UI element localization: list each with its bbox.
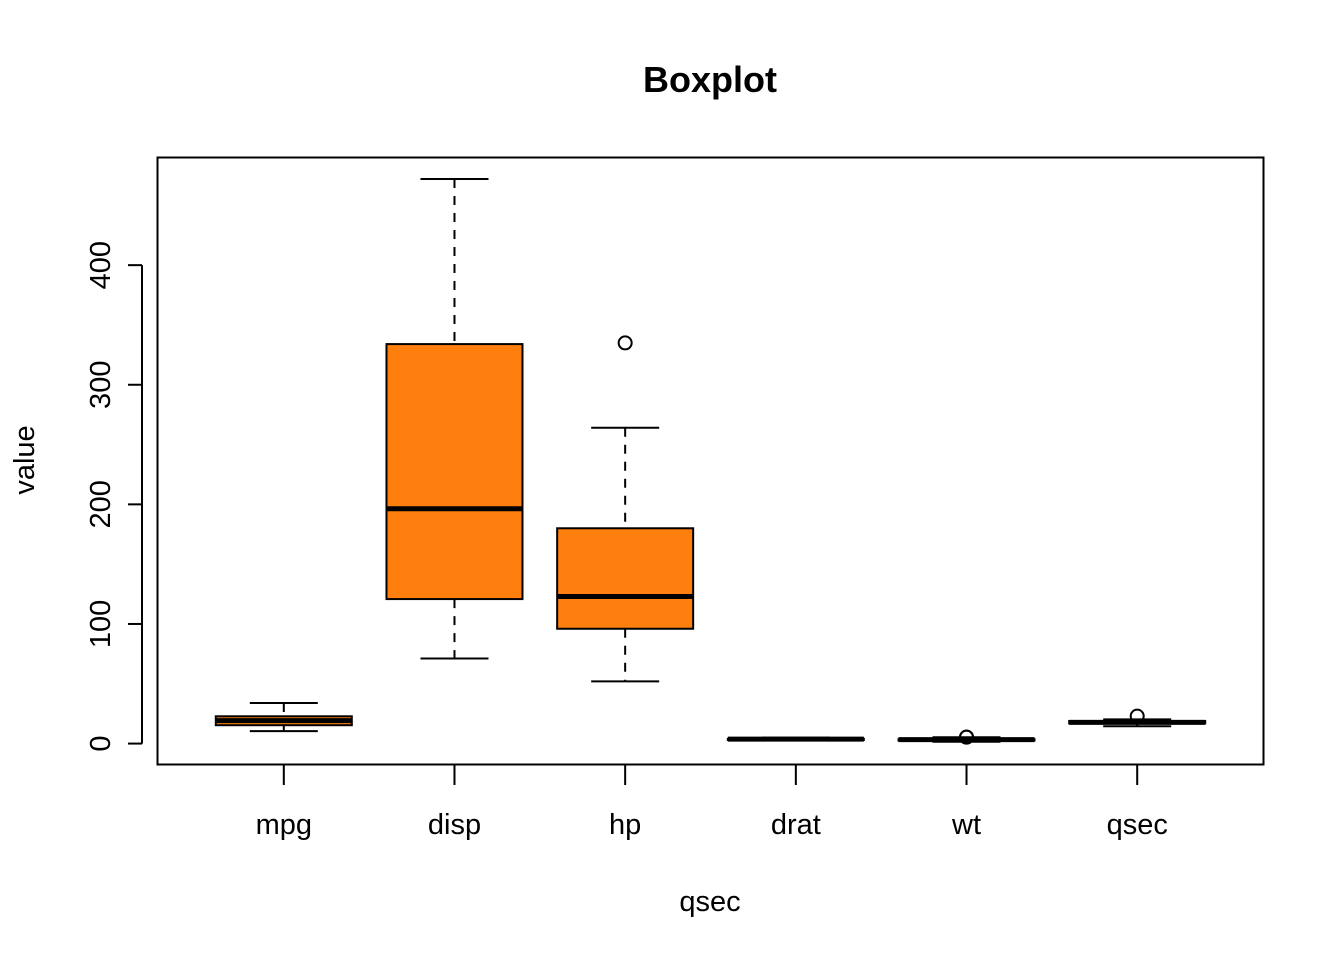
outlier-hp-0 (617, 335, 633, 351)
y-tick-label-200: 200 (85, 480, 117, 528)
x-tick-label-qsec: qsec (1107, 809, 1168, 841)
y-tick-label-100: 100 (85, 600, 117, 648)
plot-frame (156, 156, 1265, 766)
box-disp (385, 343, 524, 601)
x-tick-label-disp: disp (428, 809, 481, 841)
x-tick-label-hp: hp (609, 809, 641, 841)
box-hp (556, 527, 695, 630)
y-axis-label: value (9, 425, 41, 494)
outlier-wt-1 (959, 729, 975, 745)
y-tick-label-0: 0 (85, 735, 117, 751)
chart-marks: 0 100 200 300 400 mpg disp hp drat wt qsec (85, 178, 1207, 841)
y-tick-label-400: 400 (85, 241, 117, 289)
chart-title: Boxplot (643, 59, 777, 100)
y-tick-label-300: 300 (85, 361, 117, 409)
x-tick-label-mpg: mpg (256, 809, 312, 841)
x-axis-label: qsec (679, 886, 740, 918)
x-tick-label-wt: wt (951, 809, 981, 841)
x-tick-label-drat: drat (771, 809, 821, 841)
outlier-qsec-0 (1129, 708, 1145, 724)
